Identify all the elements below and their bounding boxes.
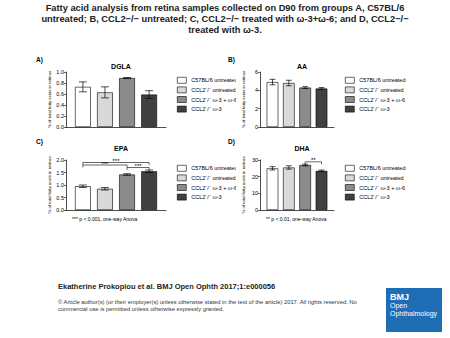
svg-text:*** p < 0.001, one-way Anova: *** p < 0.001, one-way Anova — [72, 216, 137, 222]
svg-text:DGLA: DGLA — [111, 63, 131, 70]
svg-text:0.4: 0.4 — [56, 102, 64, 108]
svg-text:AA: AA — [297, 63, 307, 70]
svg-text:***: *** — [135, 163, 143, 169]
html-text:BMJ: BMJ — [390, 292, 409, 302]
svg-text:% of total fatty acids in reti: % of total fatty acids in retinas — [241, 71, 246, 128]
svg-text:0.0: 0.0 — [56, 207, 64, 213]
svg-text:**: ** — [311, 157, 316, 163]
svg-text:CCL2⁻/⁻ ω-3 + ω-6: CCL2⁻/⁻ ω-3 + ω-6 — [359, 97, 405, 103]
svg-text:CCL2⁻/⁻ ω-3: CCL2⁻/⁻ ω-3 — [191, 106, 221, 112]
svg-text:% of total fatty acids in reti: % of total fatty acids in retinas — [47, 71, 52, 128]
svg-text:0.2: 0.2 — [56, 113, 64, 119]
svg-text:CCL2⁻/⁻ ω-3 + ω-6: CCL2⁻/⁻ ω-3 + ω-6 — [191, 97, 236, 103]
svg-text:0.5: 0.5 — [56, 195, 64, 201]
svg-text:CCL2⁻/⁻ ω-3 + ω-6: CCL2⁻/⁻ ω-3 + ω-6 — [191, 185, 236, 191]
svg-text:% of total fatty acids in reti: % of total fatty acids in retinas — [241, 156, 246, 213]
html-text:Ekatherine Prokopiou et al. BM: Ekatherine Prokopiou et al. BMJ Open Oph… — [58, 282, 276, 291]
svg-text:DHA: DHA — [294, 145, 309, 152]
svg-text:D): D) — [228, 138, 235, 146]
html-text:Ophthalmology: Ophthalmology — [390, 310, 438, 318]
svg-text:C): C) — [36, 138, 43, 146]
svg-text:** p < 0.01, one-way Anova: ** p < 0.01, one-way Anova — [266, 216, 327, 222]
html-text:© Article author(s) (or their: © Article author(s) (or their employer(s… — [58, 299, 357, 313]
svg-text:1.0: 1.0 — [56, 69, 64, 75]
svg-text:0.8: 0.8 — [56, 80, 64, 86]
svg-text:C57BL/6 untreated: C57BL/6 untreated — [359, 165, 405, 171]
svg-text:***: *** — [101, 161, 109, 167]
svg-text:CCL2⁻/⁻ ω-3: CCL2⁻/⁻ ω-3 — [191, 194, 221, 200]
svg-text:10: 10 — [252, 190, 258, 196]
svg-text:0.6: 0.6 — [56, 91, 64, 97]
svg-text:C57BL/6 untreated: C57BL/6 untreated — [359, 77, 405, 83]
svg-text:20: 20 — [252, 174, 258, 180]
svg-text:6: 6 — [255, 69, 258, 75]
svg-text:CCL2⁻/⁻ ω-3: CCL2⁻/⁻ ω-3 — [359, 194, 389, 200]
svg-text:CCL2⁻/⁻ untreated: CCL2⁻/⁻ untreated — [359, 87, 403, 93]
svg-text:0: 0 — [255, 124, 258, 130]
svg-text:A): A) — [36, 56, 43, 64]
svg-text:1.0: 1.0 — [56, 182, 64, 188]
svg-text:C57BL/6 untreated: C57BL/6 untreated — [191, 165, 236, 171]
svg-text:4: 4 — [255, 87, 258, 93]
svg-text:EPA: EPA — [114, 145, 128, 152]
svg-text:2.0: 2.0 — [56, 157, 64, 163]
svg-text:% of total fatty acids in reti: % of total fatty acids in retinas — [47, 156, 52, 213]
svg-text:0: 0 — [255, 207, 258, 213]
svg-text:30: 30 — [252, 157, 258, 163]
svg-text:CCL2⁻/⁻ untreated: CCL2⁻/⁻ untreated — [359, 175, 403, 181]
svg-text:CCL2⁻/⁻ ω-3 + ω-6: CCL2⁻/⁻ ω-3 + ω-6 — [359, 185, 405, 191]
svg-text:***: *** — [112, 158, 120, 164]
svg-text:C57BL/6 untreated: C57BL/6 untreated — [191, 77, 236, 83]
svg-text:CCL2⁻/⁻ untreated: CCL2⁻/⁻ untreated — [191, 175, 235, 181]
svg-text:2: 2 — [255, 106, 258, 112]
svg-text:CCL2⁻/⁻ ω-3: CCL2⁻/⁻ ω-3 — [359, 106, 389, 112]
svg-text:B): B) — [228, 56, 235, 64]
html-text:Open: Open — [390, 302, 408, 310]
svg-text:0.0: 0.0 — [56, 124, 64, 130]
html-text:Fatty acid analysis from retin: Fatty acid analysis from retina samples … — [41, 3, 409, 36]
svg-text:CCL2⁻/⁻ untreated: CCL2⁻/⁻ untreated — [191, 87, 235, 93]
svg-text:1.5: 1.5 — [56, 170, 64, 176]
